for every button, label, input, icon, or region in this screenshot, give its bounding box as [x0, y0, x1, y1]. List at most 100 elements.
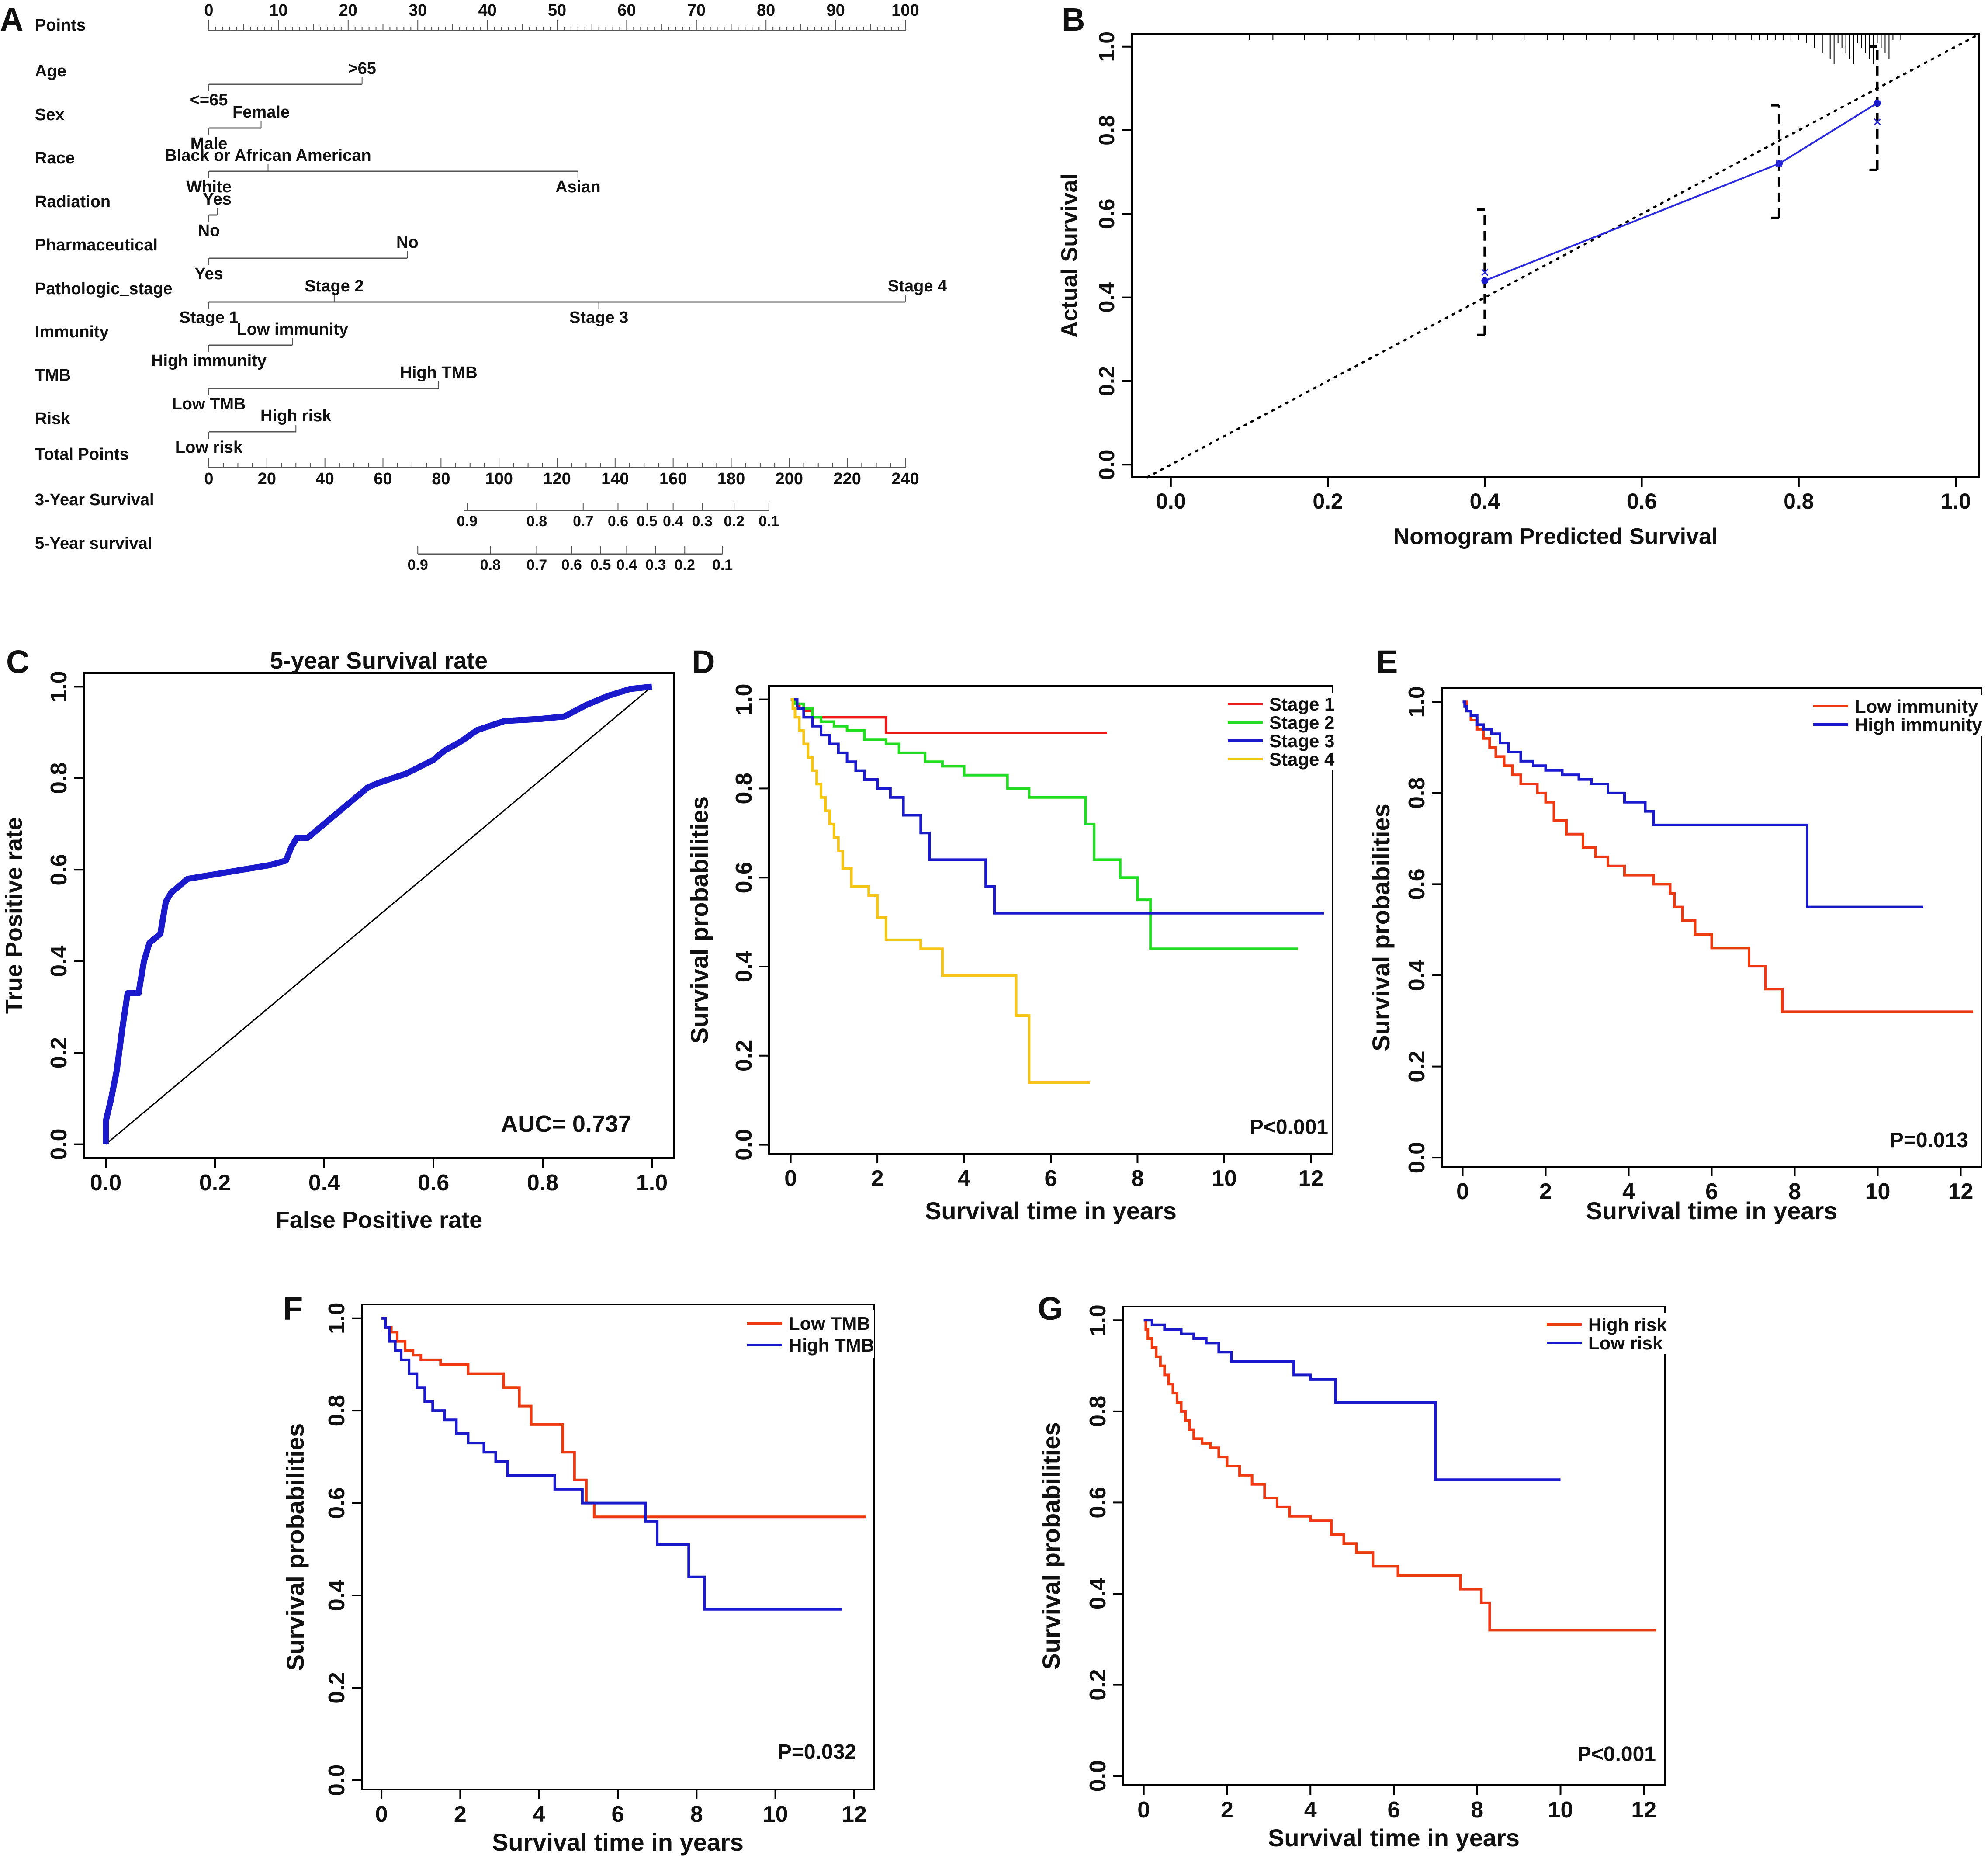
x-tick-label: 0.2 — [199, 1170, 231, 1196]
x-tick-label: 6 — [612, 1802, 624, 1827]
total-points-tick-label: 180 — [717, 470, 745, 488]
panel-c-roc: 0.0 0.2 0.4 0.6 0.8 1.0 0.0 0.2 0.4 0.6 0.8 1.0 5-ye… — [1, 648, 675, 1233]
survival-tick-label: 0.1 — [712, 557, 733, 573]
total-points-tick-label: 160 — [659, 470, 687, 488]
x-axis-label: Survival time in years — [1586, 1197, 1838, 1224]
km-curve-stage-2 — [790, 698, 1298, 950]
total-points-tick-label: 100 — [485, 470, 513, 488]
level-label: Yes — [203, 190, 232, 208]
panel-letter-d: D — [692, 644, 715, 680]
legend-label: Low risk — [1588, 1333, 1663, 1353]
y-tick-label: 0.6 — [1085, 1487, 1111, 1518]
y-tick-label: 0.4 — [46, 945, 72, 977]
total-points-tick-label: 200 — [776, 470, 803, 488]
x-tick-label: 10 — [1548, 1797, 1573, 1823]
roc-curve — [103, 683, 652, 1144]
legend-box — [1809, 695, 1988, 736]
panel-a-nomogram: Points 0 10 20 30 40 50 60 70 80 90 100 Age <=65 >65 Se… — [35, 1, 947, 573]
p-value-label: P<0.001 — [1250, 1116, 1328, 1139]
y-axis-label: Actual Survival — [1057, 173, 1082, 338]
y-tick-label: 0.4 — [731, 951, 757, 982]
x-tick-label: 0.8 — [1784, 489, 1814, 513]
corrected-point — [1874, 118, 1881, 125]
level-label: No — [396, 233, 419, 252]
x-tick-label: 0 — [375, 1802, 388, 1827]
panel-g-km-risk: 0 2 4 6 8 10 12 0.0 0.2 0.4 0.6 0.8 1.0 High riskLow … — [1037, 1304, 1673, 1852]
row-label-sex: Sex — [35, 106, 65, 124]
level-label: Male — [190, 135, 227, 153]
y-tick-label: 0.8 — [1085, 1396, 1111, 1427]
level-label: Stage 1 — [179, 309, 238, 327]
x-tick-label: 2 — [1539, 1179, 1552, 1204]
level-label: High risk — [260, 407, 332, 425]
y-tick-label: 0.0 — [1094, 450, 1119, 480]
level-label: Stage 2 — [305, 277, 364, 295]
x-axis-label: Nomogram Predicted Survival — [1393, 524, 1718, 549]
points-tick-label: 70 — [687, 1, 706, 20]
points-tick-label: 60 — [617, 1, 636, 20]
survival-tick-label: 0.9 — [408, 557, 428, 573]
row-label-tmb: TMB — [35, 366, 71, 385]
legend-box — [1542, 1313, 1673, 1354]
survival-tick-label: 0.7 — [526, 557, 547, 573]
points-tick-label: 10 — [269, 1, 287, 20]
x-tick-label: 0.4 — [1470, 489, 1500, 513]
level-label: Stage 3 — [569, 309, 628, 327]
x-tick-label: 2 — [871, 1166, 884, 1191]
auc-label: AUC= 0.737 — [501, 1111, 631, 1137]
level-label: High immunity — [151, 352, 267, 370]
x-tick-label: 1.0 — [1940, 489, 1971, 513]
corrected-point — [1481, 269, 1489, 276]
km-curve-high-risk — [1143, 1319, 1656, 1632]
x-tick-label: 0.0 — [1156, 489, 1186, 513]
x-tick-label: 12 — [842, 1802, 867, 1827]
x-tick-label: 0 — [784, 1166, 797, 1191]
points-tick-label: 100 — [891, 1, 919, 20]
legend-label: High TMB — [789, 1335, 874, 1356]
survival-tick-label: 0.3 — [645, 557, 666, 573]
x-tick-label: 0.2 — [1313, 489, 1343, 513]
x-axis-label: Survival time in years — [925, 1197, 1177, 1224]
row-label-survival: 3-Year Survival — [35, 491, 154, 509]
y-axis-label: Survival probabilities — [1367, 804, 1395, 1051]
x-tick-label: 4 — [1304, 1797, 1317, 1823]
survival-tick-label: 0.7 — [573, 513, 593, 530]
level-label: No — [198, 222, 220, 240]
x-tick-label: 12 — [1298, 1166, 1323, 1191]
y-tick-label: 0.4 — [1085, 1578, 1111, 1609]
y-tick-label: 0.8 — [1094, 115, 1119, 146]
survival-tick-label: 0.8 — [526, 513, 547, 530]
total-points-tick-label: 120 — [543, 470, 571, 488]
x-tick-label: 8 — [1471, 1797, 1483, 1823]
p-value-label: P=0.013 — [1890, 1129, 1968, 1152]
km-curve-low-tmb — [381, 1317, 866, 1519]
legend-label: Low immunity — [1855, 696, 1978, 717]
panel-letter-c: C — [6, 644, 29, 680]
x-tick-label: 10 — [763, 1802, 788, 1827]
x-tick-label: 4 — [533, 1802, 545, 1827]
y-tick-label: 0.4 — [1094, 282, 1119, 313]
row-label-pharmaceutical: Pharmaceutical — [35, 236, 158, 254]
chart-title: 5-year Survival rate — [270, 648, 488, 674]
survival-tick-label: 0.8 — [480, 557, 501, 573]
level-label: Low TMB — [172, 395, 246, 413]
total-points-tick-label: 80 — [432, 470, 450, 488]
y-tick-label: 0.8 — [324, 1395, 350, 1426]
y-tick-label: 0.2 — [324, 1672, 350, 1703]
survival-tick-label: 0.2 — [675, 557, 695, 573]
y-tick-label: 0.0 — [731, 1129, 757, 1160]
total-points-tick-label: 60 — [374, 470, 392, 488]
x-tick-label: 8 — [690, 1802, 703, 1827]
total-points-tick-label: 40 — [316, 470, 334, 488]
y-tick-label: 0.4 — [324, 1580, 350, 1611]
panel-letter-e: E — [1376, 644, 1398, 680]
reference-line — [1146, 33, 1981, 479]
survival-tick-label: 0.6 — [608, 513, 628, 530]
x-tick-label: 6 — [1045, 1166, 1057, 1191]
row-label-pathologic_stage: Pathologic_stage — [35, 280, 173, 298]
row-label-points: Points — [35, 16, 86, 35]
panel-b-calibration: 0.0 0.2 0.4 0.6 0.8 1.0 0.0 0.2 0.4 0.6 0.8 1.0 Nomo… — [1057, 31, 1981, 549]
